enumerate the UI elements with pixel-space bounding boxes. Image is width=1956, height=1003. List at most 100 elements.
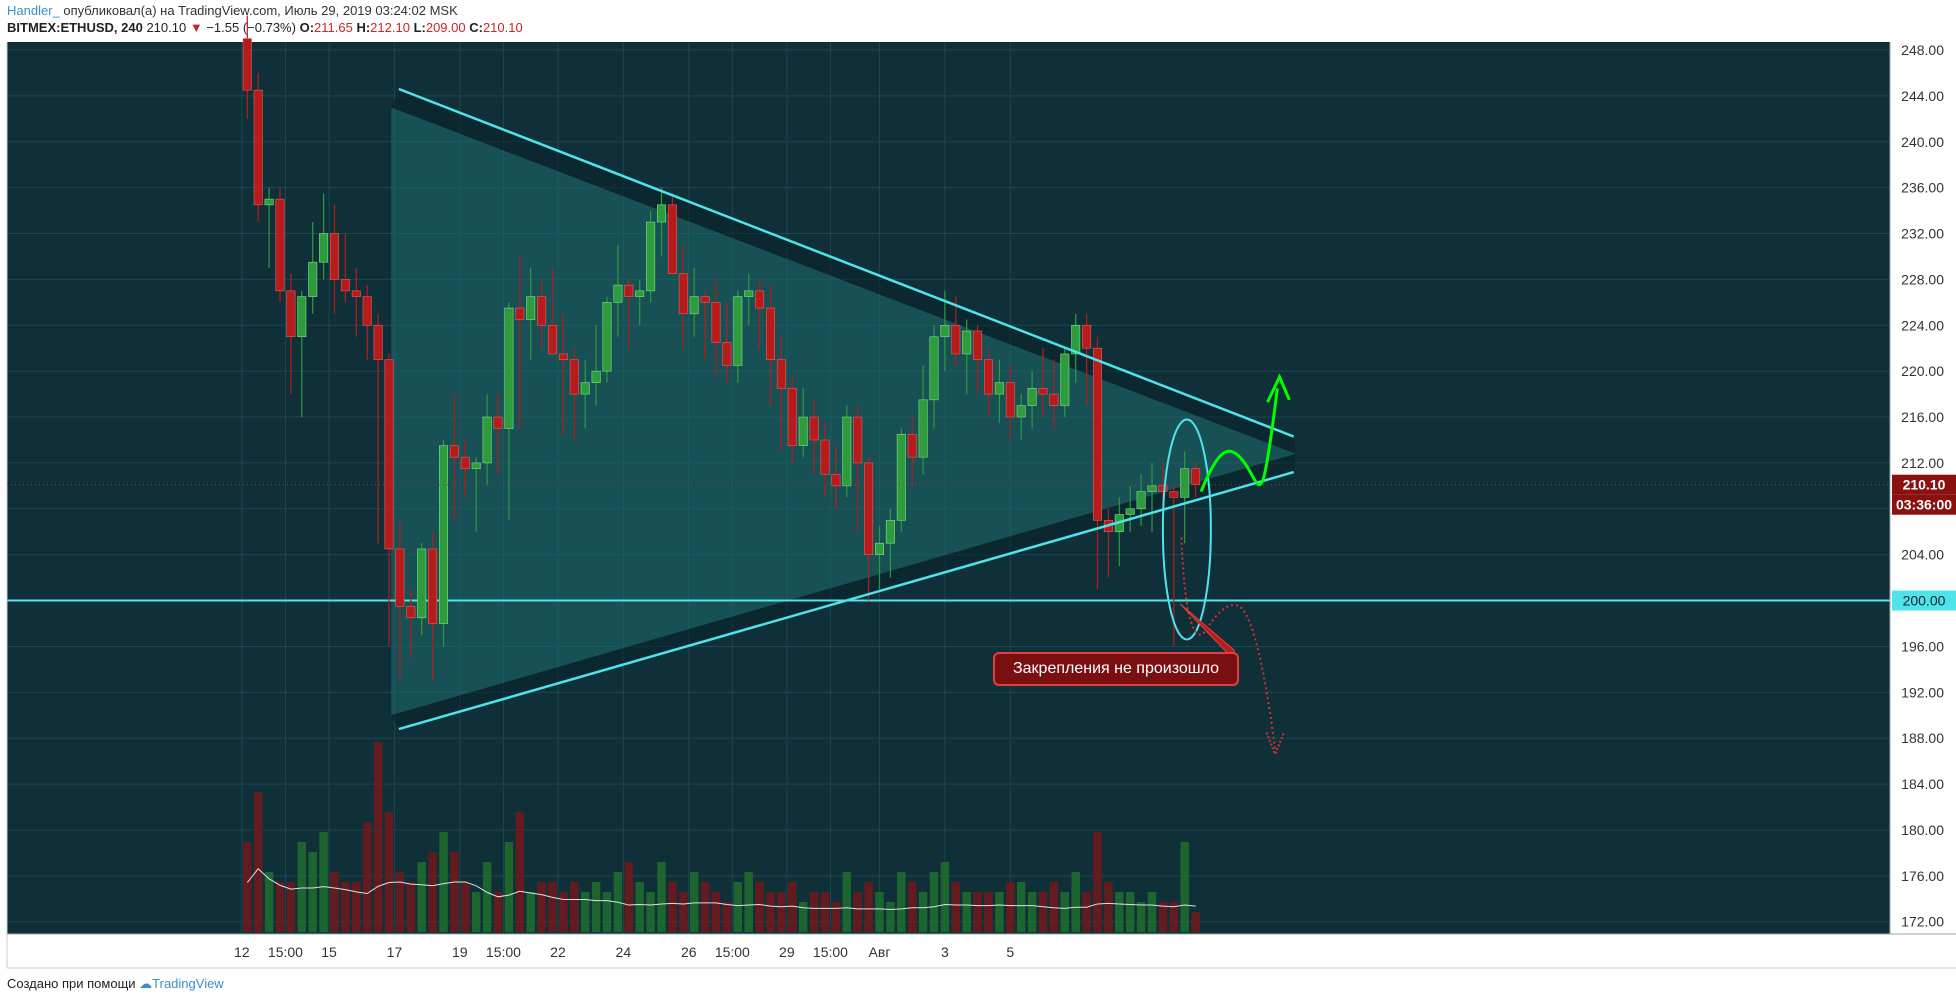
candle-up [940,324,950,338]
candle-down [722,342,732,366]
footer-text: Создано при помощи [7,976,136,991]
volume-bar-up [657,862,666,932]
candle-down [700,296,710,303]
candle-up [842,416,852,487]
candle-down [428,548,438,624]
candle-down [787,388,797,447]
volume-bar-up [504,842,514,932]
x-tick-label: 15:00 [715,944,750,960]
low-value: 209.00 [425,20,466,35]
price-change: −1.55 (−0.73%) [206,20,296,35]
candle-up [504,307,514,429]
volume-bar-down [548,882,557,932]
volume-bar-up [1115,892,1124,932]
symbol-name[interactable]: BITMEX:ETHUSD, 240 [7,20,143,35]
countdown-label-bg [1892,494,1956,515]
candle-down [765,307,775,360]
volume-bar-down [668,882,677,932]
candle-down [1158,485,1168,492]
volume-bar-down [395,872,405,932]
candle-up [744,290,754,297]
y-tick-label: 180.00 [1901,822,1944,838]
candle-down [362,296,372,326]
volume-bar-down [984,892,993,932]
y-tick-label: 176.00 [1901,868,1944,884]
volume-bar-down [831,902,841,932]
candle-down [493,416,503,429]
volume-bar-down [570,882,579,932]
volume-bar-down [1082,892,1091,932]
candle-down [1169,491,1179,498]
volume-bar-down [700,882,710,932]
volume-bar-down [853,892,862,932]
x-tick-label: 15 [321,944,337,960]
candle-up [471,462,481,469]
projection-up-path [1199,388,1279,493]
candle-down [624,284,634,297]
volume-bar-up [472,892,481,932]
low-label: L: [413,20,426,35]
volume-bar-down [352,882,361,932]
candle-up [319,233,329,263]
y-tick-label: 244.00 [1901,88,1944,104]
candle-up [264,198,274,206]
candle-up [929,336,939,401]
y-tick-label: 172.00 [1901,914,1944,930]
candle-down [547,324,557,355]
y-tick-label: 232.00 [1901,226,1944,242]
close-value: 210.10 [482,20,523,35]
volume-bar-up [439,832,448,932]
volume-bar-down [275,882,285,932]
tradingview-link[interactable]: TradingView [152,976,224,991]
volume-bar-up [962,892,971,932]
candle-up [885,519,895,544]
candle-down [340,279,350,292]
candle-up [962,330,972,355]
last-price-label-bg [1892,474,1956,495]
volume-bar-up [1027,892,1037,932]
candle-down [449,445,459,458]
candle-down [820,439,830,475]
volume-bar-down [559,892,568,932]
candle-up [1125,508,1135,515]
candle-down [242,38,252,91]
open-label: O: [299,20,315,35]
candle-down [351,290,361,297]
candle-up [602,302,612,372]
candle-down [558,353,568,360]
volume-bar-up [1017,882,1026,932]
last-price: 210.10 [146,20,187,35]
high-value: 212.10 [370,20,410,35]
volume-bar-up [1136,902,1146,932]
volume-bar-up [297,842,306,932]
x-tick-label: 15:00 [813,944,848,960]
triangle-lower-band [391,453,1296,730]
volume-bar-down [373,742,383,932]
candle-up [994,382,1004,395]
candle-down [1093,347,1103,521]
volume-bar-up [690,872,699,932]
volume-bar-down [973,892,982,932]
candle-up [1016,405,1026,418]
volume-bar-up [995,892,1004,932]
volume-bar-up [646,892,655,932]
candle-down [711,302,721,343]
candle-down [569,359,579,395]
volume-bar-down [1093,832,1102,932]
volume-bar-up [929,872,939,932]
volume-bar-up [482,862,492,932]
candle-down [384,359,394,550]
candle-down [853,416,863,464]
candle-up [438,445,448,624]
author-link[interactable]: Handler_ [7,3,60,18]
y-tick-label: 184.00 [1901,776,1944,792]
volume-bar-up [417,862,426,932]
open-value: 211.65 [314,20,353,35]
volume-bar-down [1104,882,1113,932]
volume-bar-down [363,822,372,932]
x-tick-label: 22 [550,944,566,960]
volume-bar-down [384,812,394,932]
volume-bar-up [264,872,274,932]
y-tick-label: 212.00 [1901,455,1944,471]
